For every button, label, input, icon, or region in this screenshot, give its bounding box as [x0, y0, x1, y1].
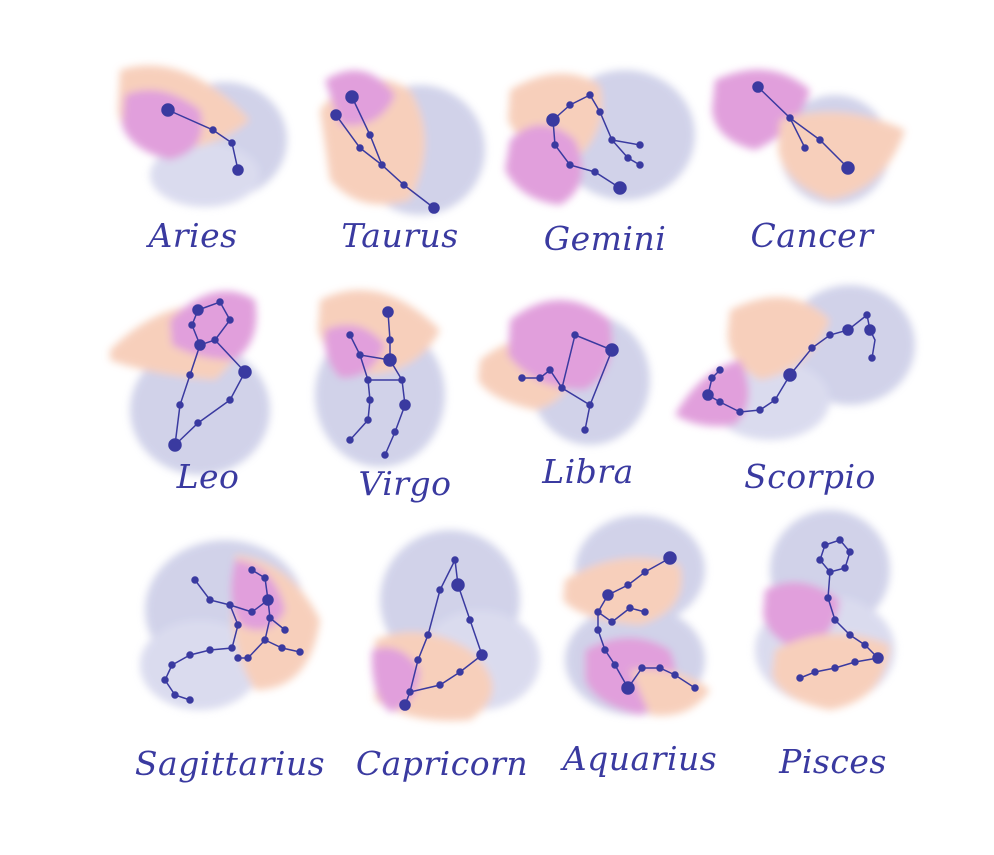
constellation-libra: [518, 331, 619, 434]
constellation-virgo: [346, 306, 411, 459]
sign-label-pisces: Pisces: [778, 742, 887, 781]
constellation-gemini: [546, 91, 644, 195]
watercolor-wash: [110, 291, 270, 475]
sign-label-taurus: Taurus: [341, 216, 458, 255]
sign-label-cancer: Cancer: [751, 216, 876, 255]
constellation-sagittarius: [161, 566, 304, 704]
sign-capricorn: Capricorn: [356, 530, 540, 783]
sign-label-aquarius: Aquarius: [560, 739, 717, 778]
sign-libra: Libra: [478, 300, 650, 491]
sign-label-libra: Libra: [541, 452, 634, 491]
sign-label-virgo: Virgo: [358, 464, 451, 503]
watercolor-wash: [505, 70, 695, 205]
constellation-pisces: [796, 536, 884, 682]
sign-aries: Aries: [118, 65, 287, 255]
watercolor-wash: [478, 300, 650, 445]
sign-aquarius: Aquarius: [560, 515, 717, 778]
sign-label-capricorn: Capricorn: [356, 744, 528, 783]
constellation-cancer: [752, 81, 855, 175]
constellation-aries: [161, 103, 244, 176]
constellation-leo: [168, 298, 252, 452]
sign-label-leo: Leo: [176, 457, 240, 496]
constellation-taurus: [330, 90, 440, 214]
sign-cancer: Cancer: [712, 69, 905, 255]
watercolor-wash: [315, 290, 445, 467]
sign-label-gemini: Gemini: [544, 219, 667, 258]
watercolor-wash: [712, 69, 905, 205]
constellation-scorpio: [702, 311, 876, 416]
watercolor-wash: [675, 285, 915, 440]
constellation-capricorn: [399, 556, 488, 711]
sign-label-aries: Aries: [145, 216, 237, 255]
sign-taurus: Taurus: [320, 70, 485, 255]
sign-label-sagittarius: Sagittarius: [135, 744, 325, 783]
sign-gemini: Gemini: [505, 70, 695, 258]
sign-pisces: Pisces: [755, 510, 895, 781]
sign-scorpio: Scorpio: [675, 285, 915, 496]
sign-virgo: Virgo: [315, 290, 451, 503]
sign-leo: Leo: [110, 291, 270, 496]
constellation-aquarius: [594, 551, 699, 695]
sign-label-scorpio: Scorpio: [744, 457, 876, 496]
watercolor-wash: [118, 65, 287, 207]
sign-sagittarius: Sagittarius: [135, 540, 325, 783]
